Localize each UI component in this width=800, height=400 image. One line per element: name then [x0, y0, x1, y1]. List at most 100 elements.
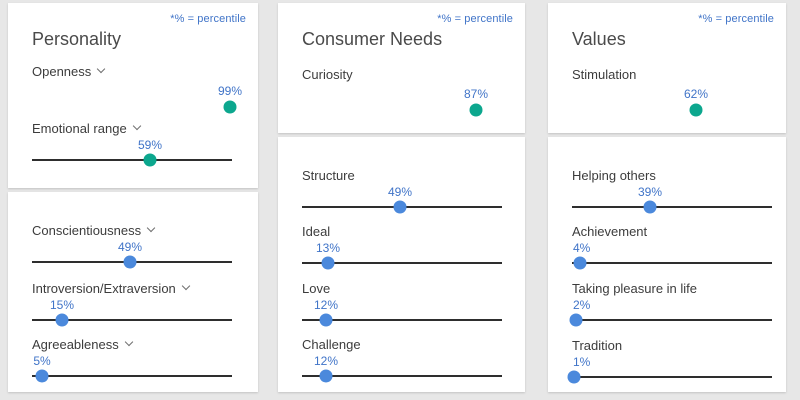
trait-introversion-extraversion-toggle[interactable]: Introversion/Extraversion — [32, 280, 232, 296]
trait-label: Helping others — [572, 167, 656, 183]
trait-taking-pleasure-in-life-label-row: Taking pleasure in life — [572, 280, 772, 296]
slider-value: 49% — [387, 185, 413, 199]
slider-track — [572, 262, 772, 264]
trait-label: Structure — [302, 167, 355, 183]
slider-track — [572, 319, 772, 321]
chevron-down-icon — [146, 225, 156, 235]
trait-helping-others-slider: 39% — [572, 185, 772, 221]
trait-label: Tradition — [572, 337, 623, 353]
trait-stimulation: Stimulation 62% — [572, 66, 772, 122]
trait-label: Curiosity — [302, 66, 353, 82]
slider-dot — [35, 369, 49, 383]
slider-value: 5% — [33, 354, 51, 368]
trait-curiosity-slider: 87% — [302, 84, 502, 120]
trait-taking-pleasure-in-life: Taking pleasure in life 2% — [569, 280, 772, 336]
trait-structure: Structure 49% — [302, 167, 502, 223]
trait-love: Love 12% — [302, 280, 502, 336]
trait-challenge-slider: 12% — [302, 354, 502, 390]
trait-tradition-label-row: Tradition — [572, 337, 772, 353]
personality-title: Personality — [32, 29, 122, 49]
values-title: Values — [572, 29, 626, 49]
trait-conscientiousness-slider: 49% — [32, 240, 232, 276]
slider-track — [32, 319, 232, 321]
trait-ideal-label-row: Ideal — [302, 223, 502, 239]
slider-value: 62% — [683, 87, 709, 101]
slider-dot — [573, 256, 587, 270]
slider-dot — [643, 200, 657, 214]
slider-value: 87% — [463, 87, 489, 101]
trait-challenge: Challenge 12% — [302, 336, 502, 392]
chevron-down-icon — [132, 123, 142, 133]
trait-ideal-slider: 13% — [302, 241, 502, 277]
trait-label: Conscientiousness — [32, 222, 142, 238]
slider-dot — [569, 313, 583, 327]
trait-achievement: Achievement 4% — [572, 223, 772, 279]
trait-label: Emotional range — [32, 120, 127, 136]
trait-openness-slider: 99% — [32, 81, 242, 117]
slider-track — [302, 262, 502, 264]
values-summary-card: *% = percentile Values Stimulation 62% — [548, 3, 786, 133]
personality-traits-card: Conscientiousness 49% Introversion/Extra… — [8, 192, 258, 392]
trait-label: Agreeableness — [32, 336, 119, 352]
slider-value: 59% — [137, 138, 163, 152]
slider-value: 12% — [313, 354, 339, 368]
trait-label: Introversion/Extraversion — [32, 280, 176, 296]
consumer-needs-column: *% = percentile Consumer Needs Curiosity… — [278, 0, 525, 400]
trait-challenge-label-row: Challenge — [302, 336, 502, 352]
chevron-down-icon — [181, 283, 191, 293]
trait-openness-toggle[interactable]: Openness — [32, 63, 232, 79]
slider-value: 15% — [49, 298, 75, 312]
trait-emotional-range-toggle[interactable]: Emotional range — [32, 120, 232, 136]
trait-helping-others: Helping others 39% — [572, 167, 772, 223]
trait-love-slider: 12% — [302, 298, 502, 334]
slider-dot — [319, 313, 333, 327]
trait-love-label-row: Love — [302, 280, 502, 296]
chevron-down-icon — [96, 66, 106, 76]
slider-value: 12% — [313, 298, 339, 312]
trait-emotional-range-slider: 59% — [32, 138, 232, 174]
trait-achievement-label-row: Achievement — [572, 223, 772, 239]
trait-helping-others-label-row: Helping others — [572, 167, 772, 183]
slider-dot — [321, 256, 335, 270]
slider-dot — [319, 369, 333, 383]
values-traits-card: Helping others 39% Achievement 4% — [548, 137, 786, 392]
slider-value: 1% — [573, 355, 591, 369]
slider-track — [572, 206, 772, 208]
trait-taking-pleasure-in-life-slider: 2% — [569, 298, 772, 334]
slider-dot — [689, 103, 703, 117]
trait-achievement-slider: 4% — [572, 241, 772, 277]
consumer-needs-summary-card: *% = percentile Consumer Needs Curiosity… — [278, 3, 525, 133]
slider-track — [32, 375, 232, 377]
chevron-down-icon — [124, 339, 134, 349]
trait-introversion-extraversion-slider: 15% — [32, 298, 232, 334]
trait-emotional-range: Emotional range 59% — [32, 120, 232, 176]
trait-tradition: Tradition 1% — [567, 337, 772, 393]
consumer-needs-traits-card: Structure 49% Ideal 13% — [278, 137, 525, 392]
slider-track — [302, 319, 502, 321]
trait-label: Openness — [32, 63, 92, 79]
trait-introversion-extraversion: Introversion/Extraversion 15% — [32, 280, 232, 336]
percentile-legend: *% = percentile — [698, 13, 774, 25]
slider-dot — [143, 153, 157, 167]
trait-agreeableness: Agreeableness 5% — [32, 336, 232, 392]
slider-dot — [123, 255, 137, 269]
slider-value: 39% — [637, 185, 663, 199]
percentile-legend: *% = percentile — [437, 13, 513, 25]
slider-dot — [393, 200, 407, 214]
slider-value: 4% — [573, 241, 591, 255]
trait-structure-label-row: Structure — [302, 167, 502, 183]
trait-label: Stimulation — [572, 66, 637, 82]
trait-ideal: Ideal 13% — [302, 223, 502, 279]
trait-structure-slider: 49% — [302, 185, 502, 221]
trait-curiosity-label-row: Curiosity — [302, 66, 502, 82]
personality-column: *% = percentile Personality Openness 99%… — [8, 0, 258, 400]
slider-value: 49% — [117, 240, 143, 254]
trait-label: Challenge — [302, 336, 361, 352]
trait-curiosity: Curiosity 87% — [302, 66, 502, 122]
trait-label: Achievement — [572, 223, 648, 239]
trait-tradition-slider: 1% — [567, 355, 772, 391]
trait-conscientiousness-toggle[interactable]: Conscientiousness — [32, 222, 232, 238]
trait-stimulation-label-row: Stimulation — [572, 66, 772, 82]
trait-agreeableness-toggle[interactable]: Agreeableness — [32, 336, 232, 352]
